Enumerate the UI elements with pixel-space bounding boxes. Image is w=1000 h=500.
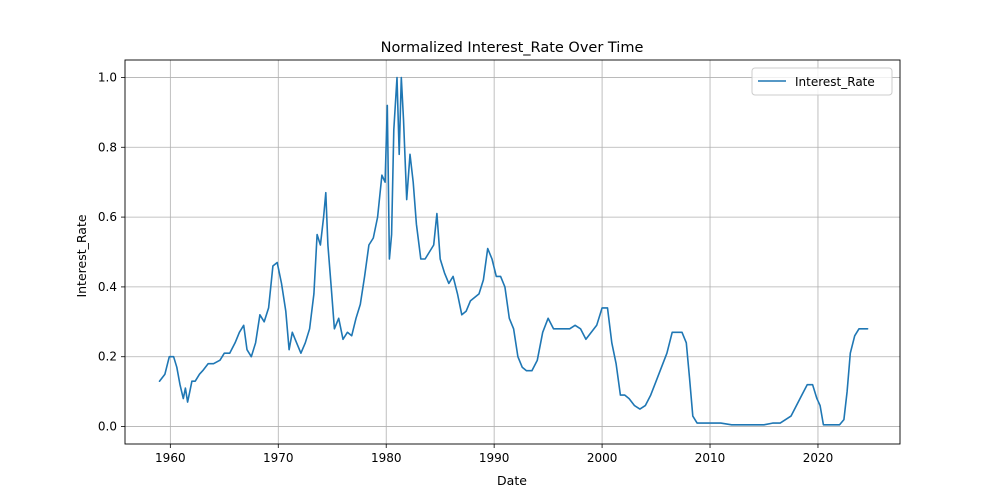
y-tick-label: 0.2 [98,350,117,364]
x-tick-label: 1970 [263,451,294,465]
legend-box [751,67,893,96]
y-tick-label: 0.0 [98,420,117,434]
x-tick-label: 2000 [587,451,618,465]
x-tick-label: 2020 [803,451,834,465]
plot-area-frame [124,59,901,445]
y-tick-label: 0.6 [98,210,117,224]
chart-title: Normalized Interest_Rate Over Time [381,40,644,56]
y-tick-label: 1.0 [98,70,117,84]
series-line-interest-rate [158,76,869,426]
legend-label-interest-rate: Interest_Rate [795,75,875,89]
y-tick-label: 0.8 [98,140,117,154]
x-axis-label: Date [497,473,527,488]
legend: Interest_Rate [751,67,893,96]
x-tick-label: 2010 [695,451,726,465]
axis-ticks: 1960 1970 1980 1990 2000 2010 2020 0.0 0.2 0.4 0.6… [98,70,833,465]
x-tick-label: 1960 [155,451,186,465]
y-tick-label: 0.4 [98,280,117,294]
y-axis-label: Interest_Rate [74,214,89,297]
x-tick-label: 1980 [371,451,402,465]
x-tick-label: 1990 [479,451,510,465]
series-layer [158,76,869,426]
